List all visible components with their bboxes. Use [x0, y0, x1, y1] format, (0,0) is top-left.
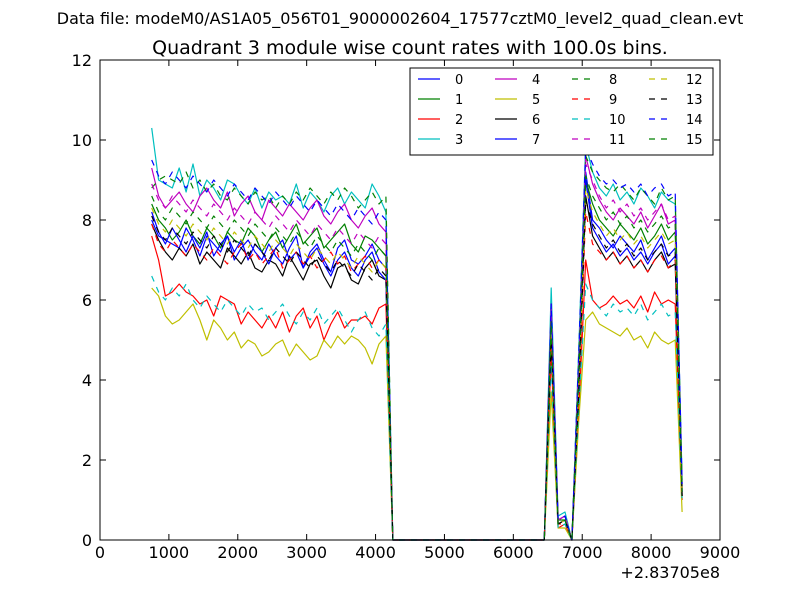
x-tick-label: 2000	[217, 543, 258, 562]
legend-label-11: 11	[609, 133, 626, 148]
x-tick-label: 6000	[493, 543, 534, 562]
y-tick-label: 0	[82, 531, 92, 550]
series-line-9	[151, 211, 683, 541]
legend-label-7: 7	[532, 133, 540, 148]
series-line-8	[151, 155, 683, 541]
legend-label-2: 2	[455, 113, 463, 128]
legend-box	[409, 67, 714, 156]
x-tick-label: 7000	[562, 543, 603, 562]
y-tick-label: 4	[82, 371, 92, 390]
legend-label-13: 13	[686, 93, 703, 108]
x-tick-label: 0	[95, 543, 105, 562]
x-tick-label: 4000	[355, 543, 396, 562]
legend-label-8: 8	[609, 73, 617, 88]
y-tick-label: 10	[72, 131, 92, 150]
legend-label-4: 4	[532, 73, 540, 88]
legend-label-0: 0	[455, 73, 463, 88]
x-tick-label: 3000	[286, 543, 327, 562]
chart-title: Quadrant 3 module wise count rates with …	[152, 37, 668, 59]
y-tick-label: 8	[82, 211, 92, 230]
legend-label-5: 5	[532, 93, 540, 108]
x-tick-label: 8000	[631, 543, 672, 562]
y-tick-label: 6	[82, 291, 92, 310]
x-tick-label: 9000	[700, 543, 741, 562]
ticks-layer: 0 1000 2000 3000 4000 5000 6000 7000 8000 9000 0 2 4…	[72, 51, 741, 562]
legend-label-15: 15	[686, 133, 703, 148]
legend-label-12: 12	[686, 73, 703, 88]
legend-label-1: 1	[455, 93, 463, 108]
legend-label-6: 6	[532, 113, 540, 128]
x-axis-offset-label: +2.83705e8	[620, 563, 720, 582]
legend-label-9: 9	[609, 93, 617, 108]
y-tick-label: 2	[82, 451, 92, 470]
x-tick-label: 5000	[424, 543, 465, 562]
chart-suptitle: Data file: modeM0/AS1A05_056T01_90000026…	[57, 9, 743, 29]
x-tick-label: 1000	[149, 543, 190, 562]
legend-label-14: 14	[686, 113, 703, 128]
legend-label-3: 3	[455, 133, 463, 148]
legend-label-10: 10	[609, 113, 626, 128]
y-tick-label: 12	[72, 51, 92, 70]
